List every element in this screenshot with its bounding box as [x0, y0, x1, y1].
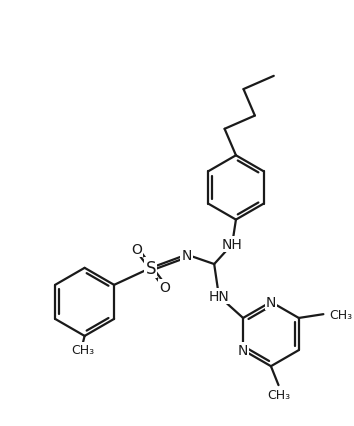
Text: CH₃: CH₃ — [71, 343, 94, 356]
Text: NH: NH — [222, 238, 242, 252]
Text: O: O — [160, 280, 170, 294]
Text: N: N — [266, 295, 276, 309]
Text: O: O — [131, 242, 142, 256]
Text: N: N — [238, 343, 248, 357]
Text: N: N — [182, 248, 192, 262]
Text: HN: HN — [209, 290, 229, 303]
Text: CH₃: CH₃ — [329, 308, 352, 321]
Text: S: S — [145, 259, 156, 277]
Text: CH₃: CH₃ — [267, 388, 290, 401]
